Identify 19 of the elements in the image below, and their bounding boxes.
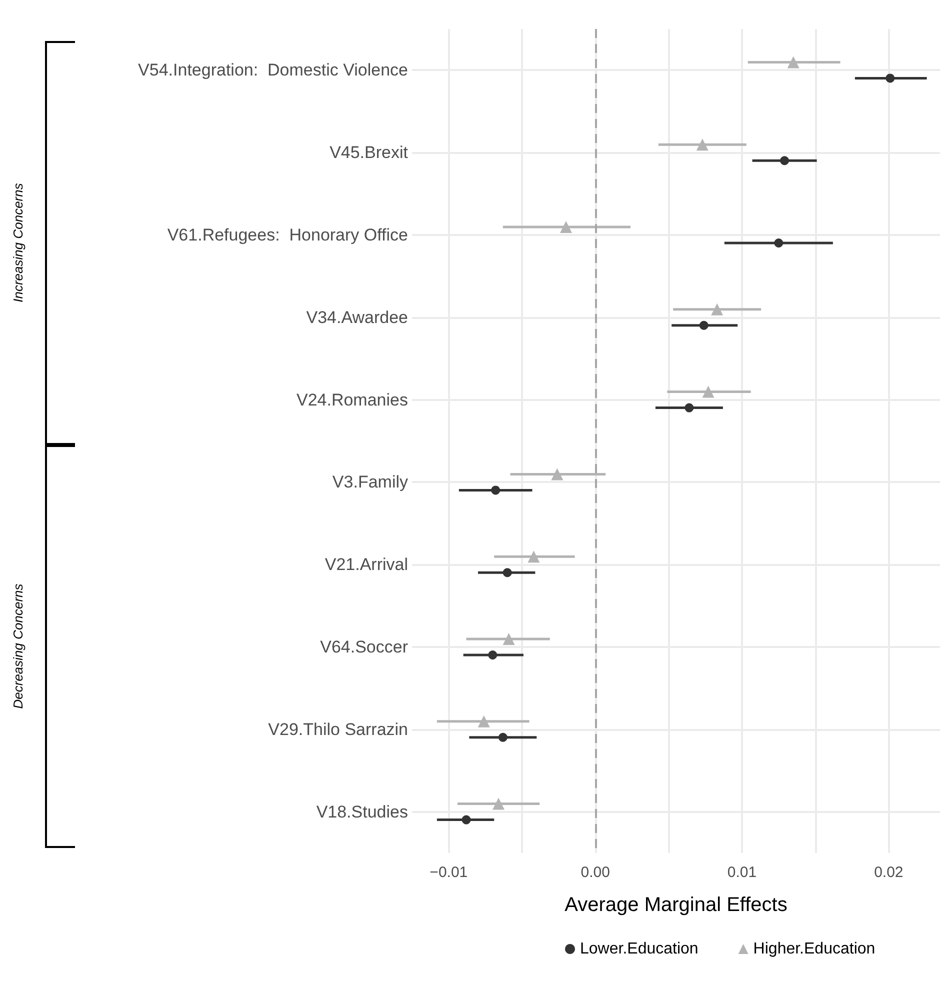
text: Decreasing Concerns <box>10 583 26 709</box>
legend-label: Higher.Education <box>753 940 876 958</box>
y-tick-label: V18.Studies <box>316 802 408 822</box>
y-tick-label: V24.Romanies <box>296 390 408 410</box>
x-tick-label: 0.01 <box>727 864 757 881</box>
y-tick-label: V61.Refugees: Honorary Office <box>167 226 408 244</box>
x-tick-label: 0.00 <box>580 864 610 881</box>
text: Increasing Concerns <box>10 182 26 302</box>
x-tick-label: −0.01 <box>430 864 468 881</box>
y-tick-label: V3.Family <box>332 472 408 492</box>
y-tick-label: V64.Soccer <box>320 638 408 656</box>
x-tick-label: 0.02 <box>874 864 904 881</box>
y-tick-label: V21.Arrival <box>324 555 408 574</box>
x-axis-title: Average Marginal Effects <box>564 894 788 916</box>
y-tick-label: V54.Integration: Domestic Violence <box>138 60 408 80</box>
legend-label: Lower.Education <box>580 940 698 958</box>
y-tick-label: V34.Awardee <box>306 308 408 327</box>
y-tick-label: V45.Brexit <box>330 143 408 162</box>
y-tick-label: V29.Thilo Sarrazin <box>268 720 408 739</box>
